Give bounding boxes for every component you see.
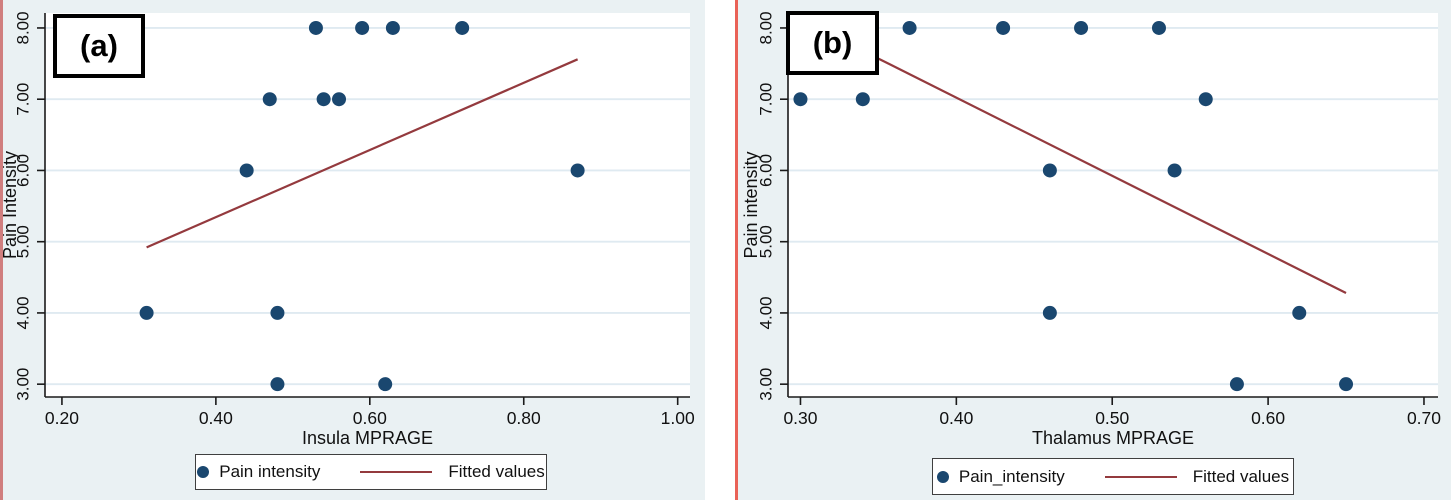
y-tick-label: 6.00 [13,154,32,187]
data-point [793,92,808,107]
legend-dot-marker-icon [197,466,210,478]
legend-label-fitted-values-b: Fitted values [1192,466,1290,486]
data-point [455,20,470,35]
data-point [385,20,400,35]
x-tick-label: 1.00 [661,408,695,428]
x-axis-title: Insula MPRAGE [302,428,433,448]
data-point [1074,20,1089,35]
data-point [332,92,347,107]
legend-dot-marker-icon [936,470,949,483]
data-point [1042,163,1057,178]
y-tick-label: 8.00 [13,11,32,44]
legend-label-pain-intensity-b: Pain_intensity [958,466,1065,486]
x-tick-label: 0.60 [353,408,387,428]
scatter-chart-thalamus: 3.00 4.00 5.00 6.00 7.00 8.00 0.30 0.40 0.50 0.60… [741,11,1442,448]
data-point [1151,20,1166,35]
panel-label-b-text: (b) [812,25,853,60]
y-tick-label: 5.00 [756,225,775,258]
figure-left-border [0,0,3,500]
panel-a: 3.00 4.00 5.00 6.00 7.00 8.00 0.20 0.40 0.60 0.80… [3,0,705,500]
x-axis-title: Thalamus MPRAGE [1032,428,1194,448]
x-tick-label: 0.50 [1095,408,1129,428]
x-tick-label: 0.20 [45,408,79,428]
data-point [996,20,1011,35]
plot-area [45,13,690,397]
legend-label-fitted-values-a: Fitted values [448,462,545,481]
y-tick-label: 3.00 [13,368,32,401]
data-point [1198,92,1213,107]
panel-label-a-text: (a) [80,28,118,63]
y-tick-label: 4.00 [13,296,32,329]
fitted-line [146,58,579,249]
data-point [355,20,370,35]
data-point [1339,377,1354,392]
panel-label-b: (b) [786,11,879,75]
legend-b: Pain_intensity Fitted values [932,458,1294,495]
data-point [902,20,917,35]
x-tick-label: 0.80 [507,408,541,428]
data-point [570,163,585,178]
data-point [316,92,331,107]
y-tick-label: 4.00 [756,296,775,329]
data-point [139,305,154,320]
data-point [1167,163,1182,178]
x-tick-label: 0.30 [783,408,817,428]
data-point [1042,305,1057,320]
legend-label-pain-intensity-a: Pain intensity [219,462,321,481]
y-tick-label: 6.00 [756,154,775,187]
data-point [270,377,285,392]
data-point [1229,377,1244,392]
scatter-chart-insula: 3.00 4.00 5.00 6.00 7.00 8.00 0.20 0.40 0.60 0.80… [3,11,695,448]
panel-b: 3.00 4.00 5.00 6.00 7.00 8.00 0.30 0.40 0.50 0.60… [738,0,1451,500]
y-tick-label: 7.00 [756,83,775,116]
x-tick-label: 0.40 [199,408,233,428]
x-tick-label: 0.70 [1407,408,1441,428]
plot-area [788,13,1438,397]
y-tick-label: 5.00 [13,225,32,258]
legend-a: Pain intensity Fitted values [195,454,547,490]
panel-divider [735,0,738,500]
fitted-line [877,57,1347,294]
legend-line-marker-icon [360,471,433,473]
data-point [262,92,277,107]
y-tick-label: 7.00 [13,83,32,116]
y-tick-label: 8.00 [756,11,775,44]
data-point [1292,305,1307,320]
panel-label-a: (a) [53,14,145,78]
data-point [855,92,870,107]
data-point [308,20,323,35]
data-point [378,377,393,392]
x-tick-label: 0.40 [939,408,973,428]
data-point [270,305,285,320]
legend-line-marker-icon [1104,475,1177,478]
x-tick-label: 0.60 [1251,408,1285,428]
data-point [239,163,254,178]
y-axis-title: Pain Intensity [3,151,20,259]
y-tick-label: 3.00 [756,368,775,401]
y-axis-title: Pain intensity [741,151,761,258]
